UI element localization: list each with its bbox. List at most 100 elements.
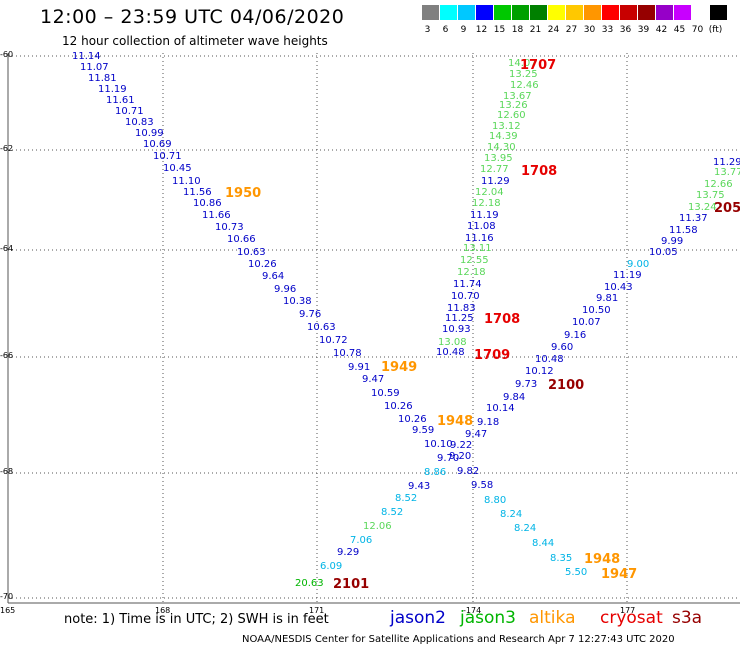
scale-swatch — [656, 5, 673, 20]
wave-height-label: 9.81 — [596, 293, 619, 304]
wave-height-label: 14.39 — [489, 131, 518, 142]
scale-swatch — [692, 5, 709, 20]
wave-height-label: 10.70 — [451, 291, 480, 302]
wave-height-label: 13.11 — [463, 243, 492, 254]
wave-height-label: 11.07 — [80, 62, 109, 73]
scale-label: (ft) — [708, 25, 723, 35]
wave-height-label: 9.43 — [408, 481, 431, 492]
wave-height-label: 14.07 — [508, 58, 537, 69]
wave-height-label: 9.91 — [348, 362, 371, 373]
wave-height-label: 9.47 — [465, 429, 488, 440]
pass-time-label: 1949 — [381, 360, 418, 375]
wave-height-label: 11.61 — [106, 95, 135, 106]
wave-height-label: 13.26 — [499, 100, 528, 111]
scale-label: 27 — [565, 25, 578, 35]
scale-label: 24 — [547, 25, 560, 35]
wave-height-label: 10.71 — [153, 151, 182, 162]
wave-height-label: 12.18 — [457, 267, 486, 278]
pass-time-label: 1950 — [225, 186, 262, 201]
scale-label: 3 — [424, 25, 431, 35]
wave-height-label: 10.86 — [193, 198, 222, 209]
scale-label: 30 — [583, 25, 596, 35]
scale-label: 70 — [691, 25, 704, 35]
latitude-label: -62 — [0, 144, 14, 153]
wave-height-label: 9.73 — [515, 379, 538, 390]
page-subtitle: 12 hour collection of altimeter wave hei… — [62, 34, 328, 48]
wave-height-label: 9.96 — [274, 284, 297, 295]
pass-time-label: 2101 — [333, 577, 370, 592]
wave-height-label: 10.72 — [319, 335, 348, 346]
wave-height-label: 12.06 — [363, 521, 392, 532]
wave-height-label: 8.24 — [514, 523, 537, 534]
pass-time-label: 1948 — [437, 414, 474, 429]
wave-height-label: 9.16 — [564, 330, 587, 341]
wave-height-label: 12.77 — [480, 164, 509, 175]
satellite-s3a: s3a — [672, 608, 703, 628]
wave-height-label: 10.26 — [248, 259, 277, 270]
scale-swatch — [602, 5, 619, 20]
wave-height-label: 11.66 — [202, 210, 231, 221]
wave-height-label: 8.52 — [395, 493, 418, 504]
wave-height-label: 11.74 — [453, 279, 482, 290]
wave-height-label: 10.99 — [135, 128, 164, 139]
wave-height-label: 11.58 — [669, 225, 698, 236]
wave-height-label: 11.19 — [613, 270, 642, 281]
wave-height-label: 7.06 — [350, 535, 373, 546]
wave-height-label: 12.46 — [510, 80, 539, 91]
wave-height-label: 10.69 — [143, 139, 172, 150]
wave-height-label: 9.64 — [262, 271, 285, 282]
wave-height-label: 10.48 — [535, 354, 564, 365]
wave-height-label: 10.73 — [215, 222, 244, 233]
pass-time-label: 1948 — [584, 552, 621, 567]
latitude-label: -70 — [0, 592, 14, 601]
scale-label: 42 — [655, 25, 668, 35]
wave-height-label: 10.63 — [307, 322, 336, 333]
wave-height-label: 8.86 — [424, 467, 447, 478]
wave-height-label: 13.12 — [492, 121, 521, 132]
wave-height-label: 9.18 — [477, 417, 500, 428]
wave-height-label: 13.24 — [688, 202, 717, 213]
wave-height-label: 8.24 — [500, 509, 523, 520]
satellite-cryosat: cryosat — [600, 608, 663, 628]
pass-time-label: 1947 — [601, 567, 638, 582]
wave-height-label: 12.55 — [460, 255, 489, 266]
wave-height-label: 10.12 — [525, 366, 554, 377]
wave-height-label: 13.95 — [484, 153, 513, 164]
scale-label: 12 — [475, 25, 488, 35]
wave-height-label: 8.44 — [532, 538, 555, 549]
wave-height-label: 9.29 — [337, 547, 360, 558]
pass-time-label: 1708 — [484, 312, 521, 327]
wave-height-label: 11.29 — [481, 176, 510, 187]
wave-height-label: 8.80 — [484, 495, 507, 506]
scale-swatch — [440, 5, 457, 20]
scale-swatch — [620, 5, 637, 20]
wave-height-label: 20.63 — [295, 578, 324, 589]
scale-swatch — [458, 5, 475, 20]
wave-height-label: 10.66 — [227, 234, 256, 245]
scale-label: 36 — [619, 25, 632, 35]
scale-swatch — [584, 5, 601, 20]
credit-line: NOAA/NESDIS Center for Satellite Applica… — [242, 634, 675, 645]
wave-height-label: 10.45 — [163, 163, 192, 174]
wave-height-label: 10.50 — [582, 305, 611, 316]
latitude-label: -60 — [0, 50, 14, 59]
scale-swatch — [548, 5, 565, 20]
wave-height-label: 10.78 — [333, 348, 362, 359]
scale-swatch — [512, 5, 529, 20]
scale-swatch — [566, 5, 583, 20]
wave-height-label: 13.75 — [696, 190, 725, 201]
wave-height-label: 11.81 — [88, 73, 117, 84]
scale-swatch — [674, 5, 691, 20]
wave-height-label: 6.09 — [320, 561, 343, 572]
wave-height-label: 11.19 — [470, 210, 499, 221]
wave-height-label: 10.48 — [436, 347, 465, 358]
wave-height-label: 13.77 — [714, 167, 740, 178]
wave-height-label: 9.22 — [450, 440, 473, 451]
wave-height-label: 10.93 — [442, 324, 471, 335]
wave-height-label: 14.30 — [487, 142, 516, 153]
scale-swatch — [422, 5, 439, 20]
wave-height-label: 11.37 — [679, 213, 708, 224]
scale-label: 9 — [460, 25, 467, 35]
wave-height-label: 12.66 — [704, 179, 733, 190]
scale-label: 21 — [529, 25, 542, 35]
